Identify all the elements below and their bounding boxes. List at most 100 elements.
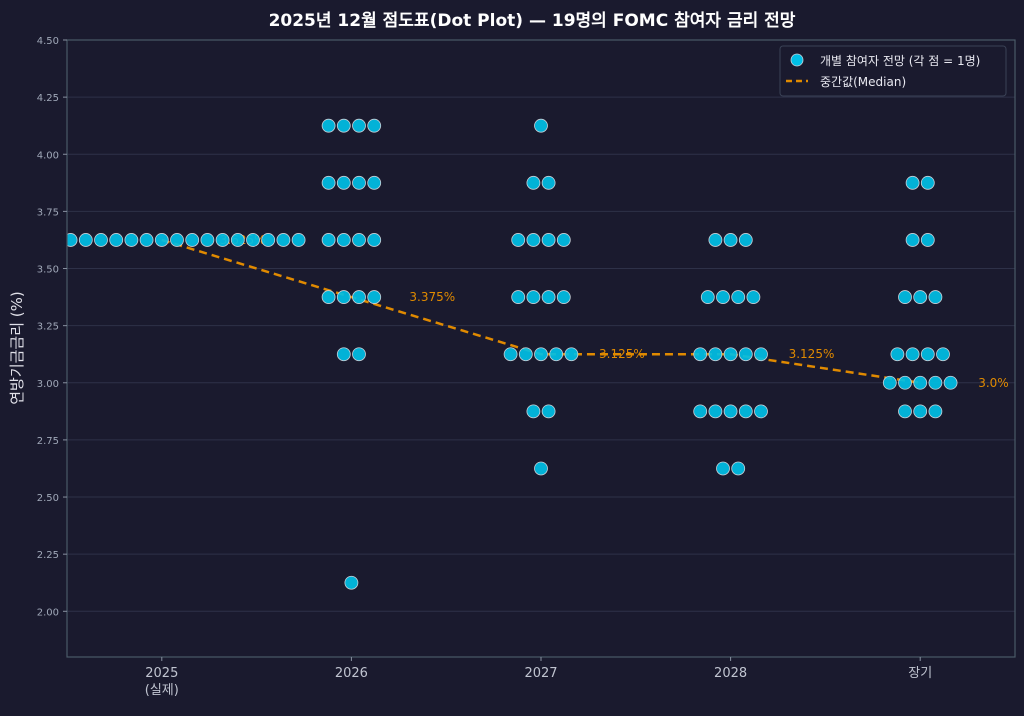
y-tick-label: 2.00	[37, 607, 59, 618]
participant-dot	[549, 347, 564, 362]
participant-dot	[716, 461, 730, 476]
participant-dot	[344, 575, 359, 590]
participant-dot	[526, 175, 541, 190]
participant-dot	[556, 290, 571, 304]
participant-dot	[336, 118, 351, 133]
participant-dot	[352, 290, 366, 304]
y-tick-label: 4.50	[37, 36, 59, 47]
participant-dot	[556, 233, 571, 247]
legend: 개별 참여자 전망 (각 점 = 1명) 중간값(Median)	[779, 45, 1007, 97]
participant-dot	[936, 347, 950, 362]
y-tick-label: 3.25	[37, 322, 59, 333]
participant-dot	[716, 290, 730, 304]
participant-dot	[898, 290, 912, 304]
participant-dot	[336, 290, 351, 304]
x-tick-label: 2025 (실제)	[145, 666, 179, 698]
x-tick-label: 장기	[908, 666, 932, 681]
participant-dot	[920, 347, 935, 362]
participant-dot	[230, 233, 245, 247]
participant-dot	[708, 233, 723, 247]
participant-dot	[534, 118, 548, 133]
participant-dot	[352, 347, 366, 362]
participant-dot	[905, 347, 920, 362]
legend-dot-marker	[790, 53, 804, 67]
participant-dot	[708, 404, 723, 419]
participant-dot	[215, 233, 230, 247]
participant-dot	[920, 175, 935, 190]
participant-dot	[898, 375, 912, 390]
legend-box	[779, 45, 1007, 97]
x-tick-label: 2026	[335, 666, 368, 681]
participant-dot	[367, 233, 382, 247]
participant-dot	[541, 404, 556, 419]
participant-dot	[139, 233, 154, 247]
participant-dot	[276, 233, 291, 247]
participant-dot	[738, 347, 753, 362]
y-axis-label: 연방기금금리 (%)	[8, 291, 26, 405]
y-tick-label: 4.00	[37, 150, 59, 161]
participant-dot	[738, 404, 753, 419]
participant-dot	[693, 404, 708, 419]
legend-median-label: 중간값(Median)	[820, 75, 906, 89]
participant-dot	[890, 347, 905, 362]
participant-dot	[928, 290, 943, 304]
participant-dot	[200, 233, 215, 247]
y-tick-label: 3.00	[37, 379, 59, 390]
participant-dot	[78, 233, 93, 247]
participant-dot	[913, 290, 928, 304]
participant-dot	[503, 347, 518, 362]
y-tick-label: 3.75	[37, 207, 59, 218]
participant-dot	[746, 290, 761, 304]
participant-dot	[321, 118, 336, 133]
participant-dot	[754, 347, 768, 362]
participant-dot	[511, 233, 526, 247]
y-tick-label: 2.50	[37, 493, 59, 504]
participant-dot	[336, 347, 351, 362]
participant-dot	[700, 290, 715, 304]
participant-dot	[367, 175, 382, 190]
participant-dot	[321, 233, 336, 247]
participant-dot	[564, 347, 579, 362]
participant-dot	[928, 404, 943, 419]
median-label: 3.0%	[978, 376, 1009, 390]
participant-dot	[291, 233, 306, 247]
participant-dot	[723, 347, 738, 362]
participant-dot	[246, 233, 260, 247]
x-tick-label: 2027	[524, 666, 557, 681]
participant-dot	[511, 290, 526, 304]
y-tick-label: 3.50	[37, 265, 59, 276]
participant-dot	[94, 233, 108, 247]
median-label: 3.125%	[789, 347, 835, 361]
participant-dot	[905, 233, 920, 247]
participant-dot	[321, 290, 336, 304]
participant-dot	[352, 175, 366, 190]
participant-dot	[754, 404, 768, 419]
participant-dot	[913, 375, 928, 390]
participant-dot	[336, 175, 351, 190]
participant-dot	[321, 175, 336, 190]
participant-dot	[738, 233, 753, 247]
participant-dot	[920, 233, 935, 247]
participant-dot	[109, 233, 124, 247]
participant-dot	[731, 461, 746, 476]
y-tick-label: 4.25	[37, 93, 59, 104]
participant-dot	[882, 375, 897, 390]
participant-dot	[367, 118, 382, 133]
participant-dot	[185, 233, 200, 247]
participant-dot	[693, 347, 708, 362]
participant-dot	[731, 290, 746, 304]
participant-dot	[905, 175, 920, 190]
participant-dot	[708, 347, 723, 362]
participant-dot	[352, 118, 366, 133]
chart-title: 2025년 12월 점도표(Dot Plot) — 19명의 FOMC 참여자 …	[269, 10, 796, 31]
participant-dot	[526, 290, 541, 304]
y-tick-label: 2.25	[37, 550, 59, 561]
participant-dot	[526, 233, 541, 247]
participant-dot	[526, 404, 541, 419]
participant-dot	[928, 375, 943, 390]
participant-dot	[261, 233, 276, 247]
participant-dot	[534, 461, 548, 476]
participant-dot	[67, 233, 78, 247]
participant-dot	[124, 233, 139, 247]
